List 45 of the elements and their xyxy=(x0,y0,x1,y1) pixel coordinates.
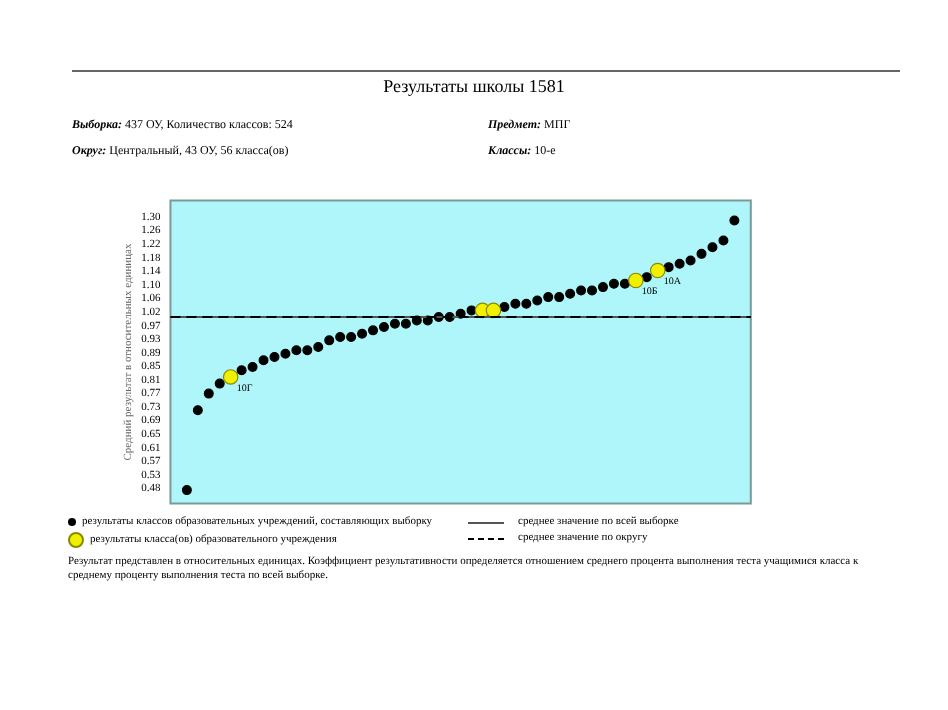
point xyxy=(608,278,619,289)
point xyxy=(335,332,346,343)
point xyxy=(685,255,696,266)
point xyxy=(729,215,740,226)
point xyxy=(576,285,587,296)
point xyxy=(389,318,400,329)
point xyxy=(565,288,576,299)
point xyxy=(378,322,389,333)
point xyxy=(222,369,239,385)
point xyxy=(718,235,729,246)
point xyxy=(619,278,630,289)
point xyxy=(554,292,565,303)
point xyxy=(597,282,608,293)
point xyxy=(324,335,335,346)
point xyxy=(368,325,379,336)
point xyxy=(641,272,652,283)
point xyxy=(674,258,685,269)
point xyxy=(696,248,707,259)
point xyxy=(499,302,510,313)
point xyxy=(269,351,280,362)
point xyxy=(628,272,644,289)
chart-title: Результаты школы 1581 xyxy=(381,76,567,96)
point xyxy=(485,302,502,319)
point xyxy=(313,342,324,353)
point xyxy=(203,388,214,399)
point xyxy=(707,242,718,253)
point xyxy=(521,298,532,309)
point xyxy=(291,345,302,356)
point xyxy=(649,262,666,279)
point xyxy=(663,262,674,273)
point xyxy=(532,295,543,306)
point xyxy=(280,348,291,359)
point xyxy=(357,328,368,339)
point xyxy=(587,285,598,296)
point xyxy=(510,298,521,309)
point xyxy=(302,345,313,356)
point xyxy=(192,405,203,416)
point xyxy=(400,318,411,329)
point xyxy=(543,292,554,303)
point xyxy=(214,378,225,389)
point xyxy=(258,355,269,366)
point xyxy=(247,361,258,372)
point xyxy=(236,365,247,376)
point xyxy=(346,332,357,343)
point xyxy=(181,485,192,496)
